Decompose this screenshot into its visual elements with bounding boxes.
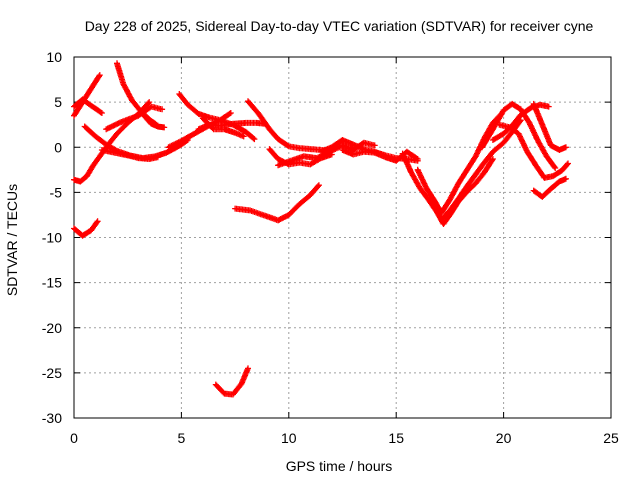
y-tick-label: -5	[50, 184, 63, 200]
data-series-arc-14	[212, 365, 251, 398]
data-markers	[141, 113, 168, 131]
data-series-arc-02	[71, 72, 103, 119]
data-series-arc-15	[232, 182, 322, 224]
grid-lines	[74, 57, 611, 418]
data-series-arc-08	[141, 113, 168, 131]
data-markers	[530, 100, 569, 153]
data-series-arc-18	[275, 139, 378, 169]
data-markers	[103, 103, 166, 133]
data-markers	[479, 100, 559, 171]
y-axis-label: SDTVAR / TECUs	[4, 184, 20, 296]
data-series-arc-24	[479, 100, 559, 171]
data-markers	[212, 365, 251, 398]
y-tick-label: -30	[42, 410, 62, 426]
chart-title: Day 228 of 2025, Sidereal Day-to-day VTE…	[85, 18, 594, 34]
x-tick-label: 15	[388, 430, 404, 446]
y-tick-label: 5	[54, 94, 62, 110]
data-markers	[71, 218, 101, 239]
data-series-arc-09	[81, 123, 191, 162]
data-markers	[530, 175, 569, 200]
data-markers	[71, 72, 103, 119]
y-tick-label: -15	[42, 275, 62, 291]
data-markers	[275, 139, 378, 169]
data-markers	[195, 119, 269, 133]
y-tick-label: 10	[46, 49, 62, 65]
data-series-arc-28	[530, 175, 569, 200]
x-tick-label: 20	[496, 430, 512, 446]
data-markers	[81, 123, 191, 162]
x-tick-label: 10	[281, 430, 297, 446]
x-tick-label: 0	[70, 430, 78, 446]
data-markers	[199, 115, 247, 140]
x-axis-label: GPS time / hours	[286, 458, 393, 474]
data-series-arc-26	[496, 121, 571, 181]
y-tick-label: -10	[42, 230, 62, 246]
x-tick-label: 25	[603, 430, 619, 446]
data-series-arc-13	[199, 115, 247, 140]
data-markers	[496, 121, 571, 181]
data-series-arc-07	[103, 103, 166, 133]
x-tick-label: 5	[178, 430, 186, 446]
y-tick-label: -20	[42, 320, 62, 336]
axis-ticks: 0 5 10 15 20 25 -30 -25 -20 -15 -10 -5 0 5 10	[42, 49, 619, 446]
data-series-arc-27	[530, 100, 569, 153]
data-series-arc-05	[71, 218, 101, 239]
y-tick-label: 0	[54, 139, 62, 155]
y-tick-label: -25	[42, 365, 62, 381]
data-series	[71, 60, 571, 398]
data-series-arc-12	[195, 119, 269, 133]
data-markers	[232, 182, 322, 224]
